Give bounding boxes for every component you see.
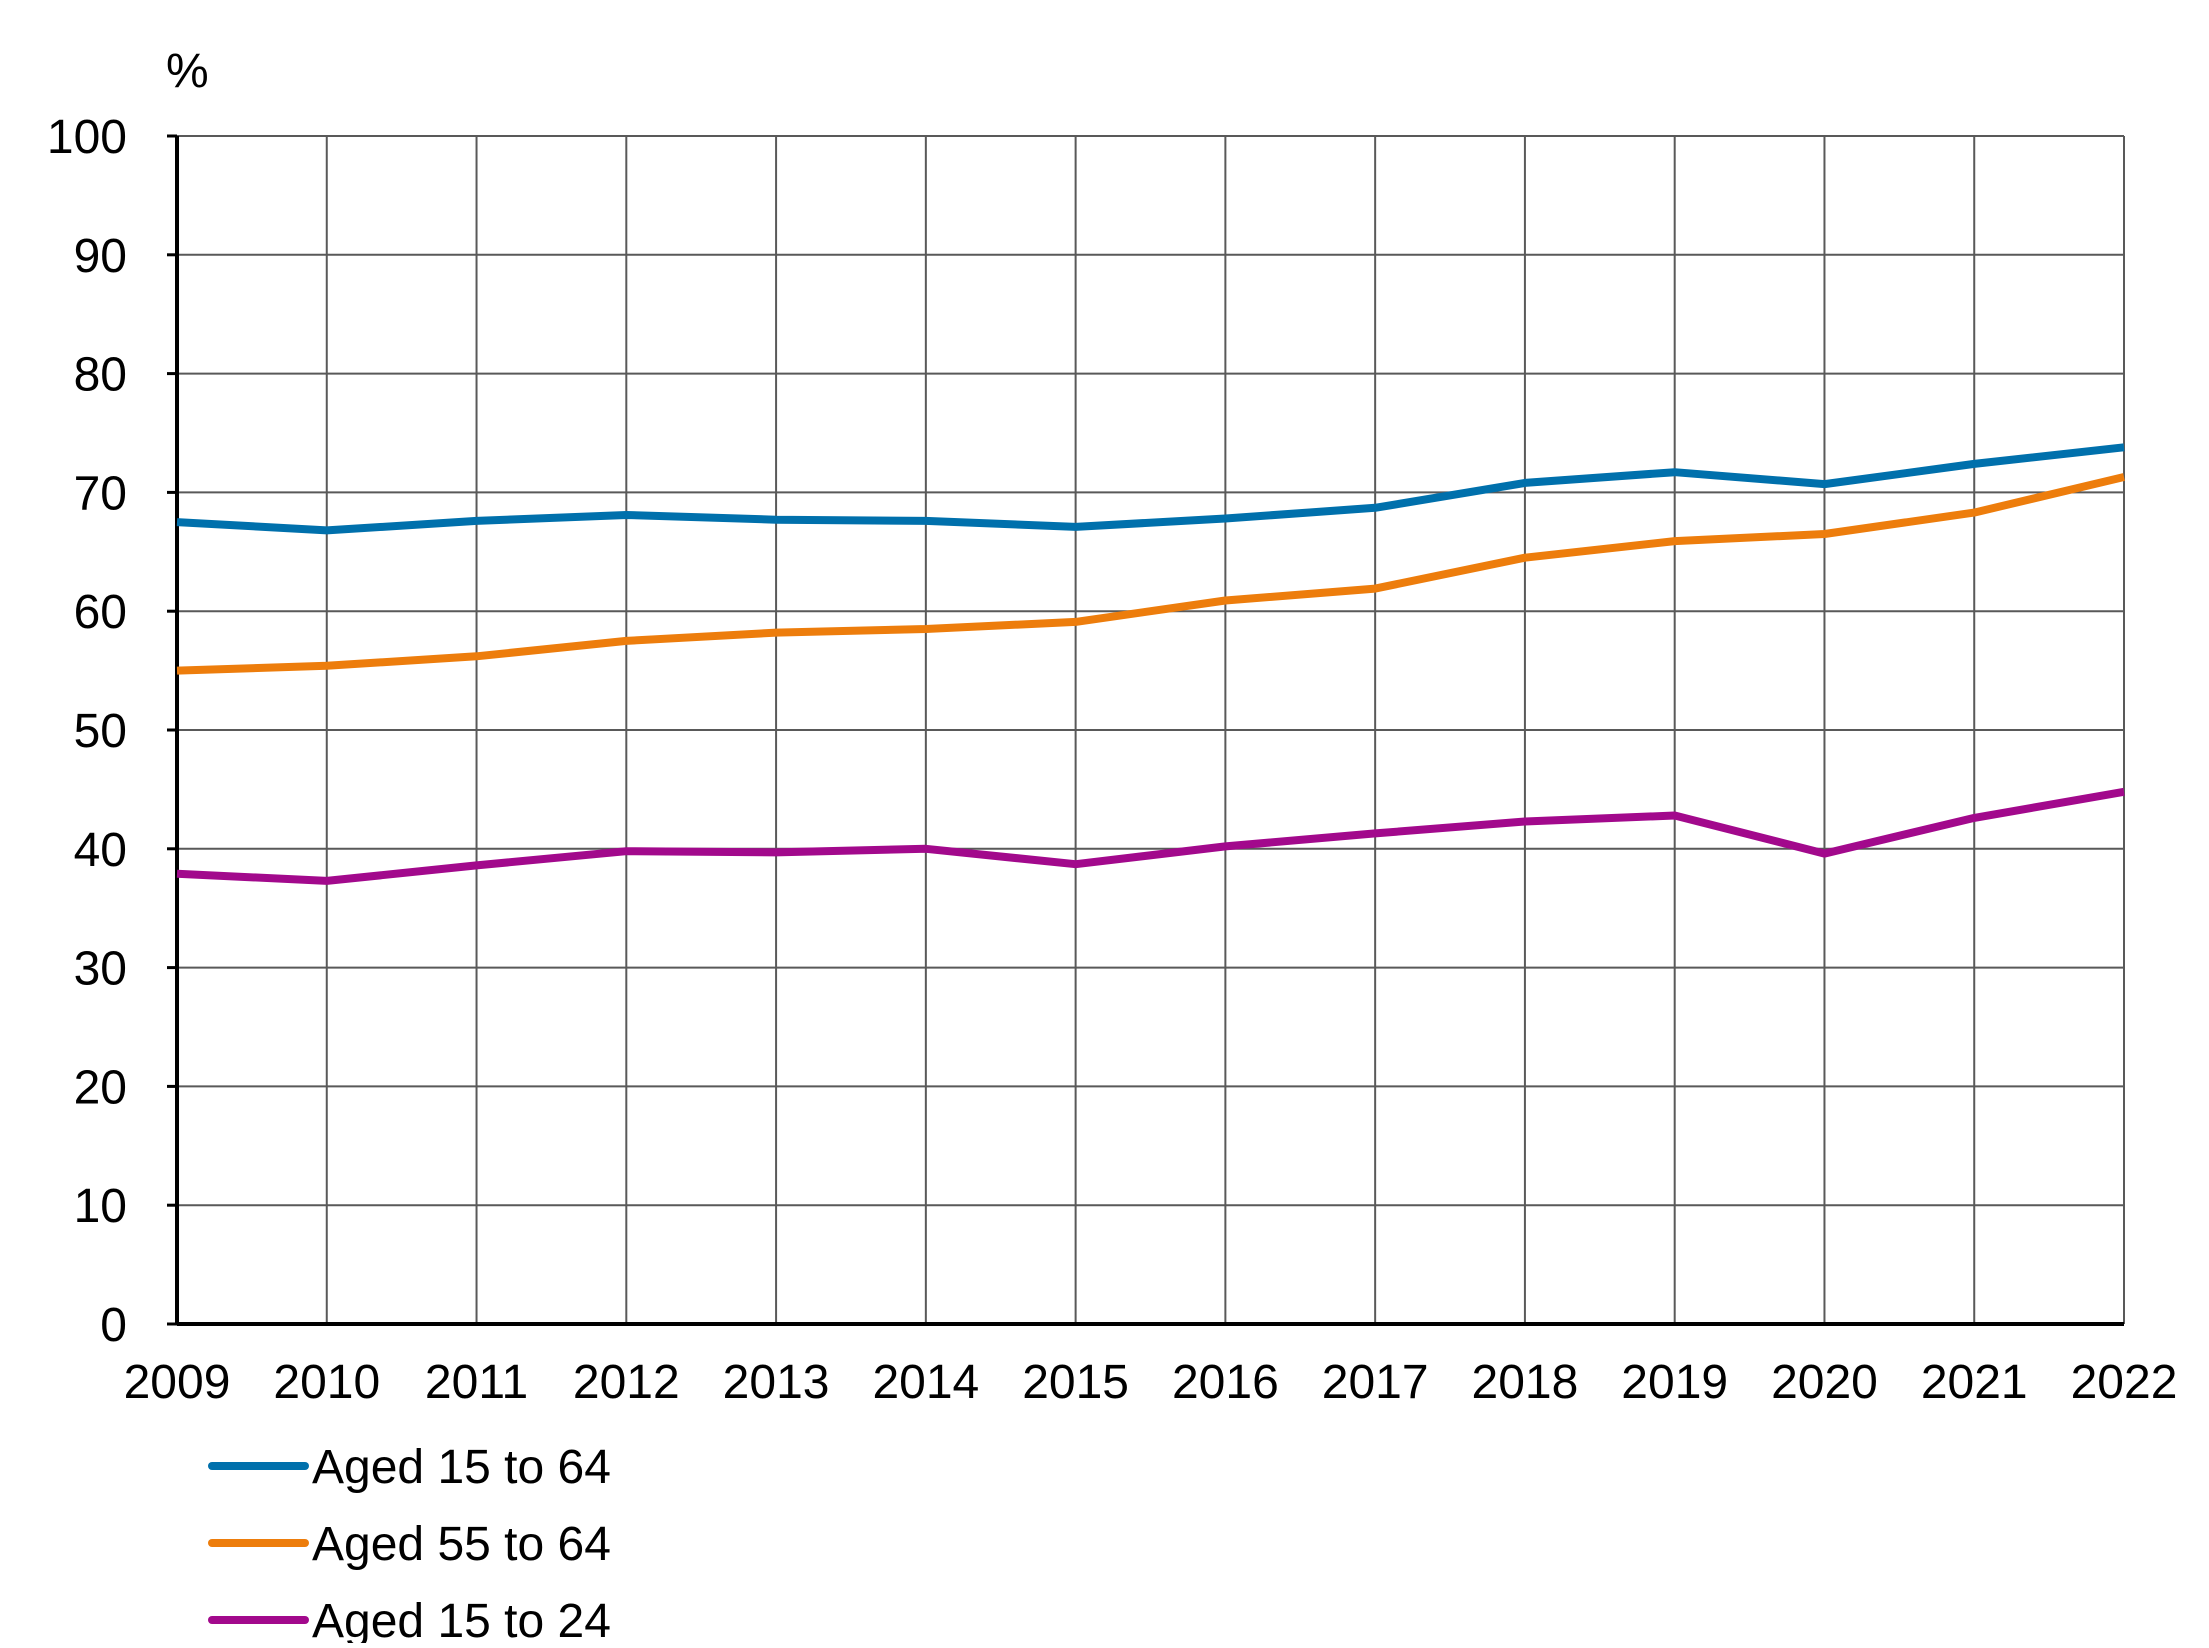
x-tick-label: 2021: [1921, 1356, 2028, 1409]
grid: [176, 135, 2125, 1325]
x-tick-label: 2019: [1621, 1356, 1728, 1409]
x-tick-label: 2009: [124, 1356, 231, 1409]
y-tick-label: 20: [74, 1061, 127, 1114]
x-tick-label: 2017: [1322, 1356, 1429, 1409]
series-line-2: [176, 473, 2125, 675]
y-axis-unit-label: %: [166, 45, 209, 98]
x-tick-label: 2020: [1771, 1356, 1878, 1409]
legend-label-2: Aged 55 to 64: [312, 1518, 611, 1571]
y-tick-label: 0: [100, 1299, 127, 1352]
x-tick-label: 2012: [573, 1356, 680, 1409]
series-line-3: [176, 787, 2125, 885]
series-lines: [176, 443, 2125, 885]
x-tick-label: 2016: [1172, 1356, 1279, 1409]
series-line-1: [176, 443, 2125, 535]
y-tick-label: 100: [47, 111, 127, 164]
x-tick-label: 2011: [425, 1356, 528, 1409]
y-tick-label: 40: [74, 824, 127, 877]
y-tick-label: 90: [74, 230, 127, 283]
legend-label-3: Aged 15 to 24: [312, 1595, 611, 1643]
x-tick-label: 2013: [723, 1356, 830, 1409]
x-tick-label: 2015: [1022, 1356, 1129, 1409]
x-tick-label: 2010: [273, 1356, 380, 1409]
y-tick-label: 80: [74, 349, 127, 402]
y-tick-label: 50: [74, 705, 127, 758]
x-tick-labels: 2009 2010 2011 2012 2013 2014 2015 2016 2017 2018…: [124, 1356, 2178, 1409]
axes: [167, 134, 2124, 1326]
x-tick-label: 2022: [2071, 1356, 2178, 1409]
legend-label-1: Aged 15 to 64: [312, 1441, 611, 1494]
y-tick-labels: 0 10 20 30 40 50 60 70 80 90 100: [47, 111, 127, 1352]
y-tick-label: 30: [74, 943, 127, 996]
y-tick-label: 10: [74, 1180, 127, 1233]
x-tick-label: 2014: [872, 1356, 979, 1409]
legend: Aged 15 to 64 Aged 55 to 64 Aged 15 to 24: [208, 1441, 611, 1648]
y-tick-label: 60: [74, 586, 127, 639]
y-tick-label: 70: [74, 467, 127, 520]
x-tick-label: 2018: [1472, 1356, 1579, 1409]
